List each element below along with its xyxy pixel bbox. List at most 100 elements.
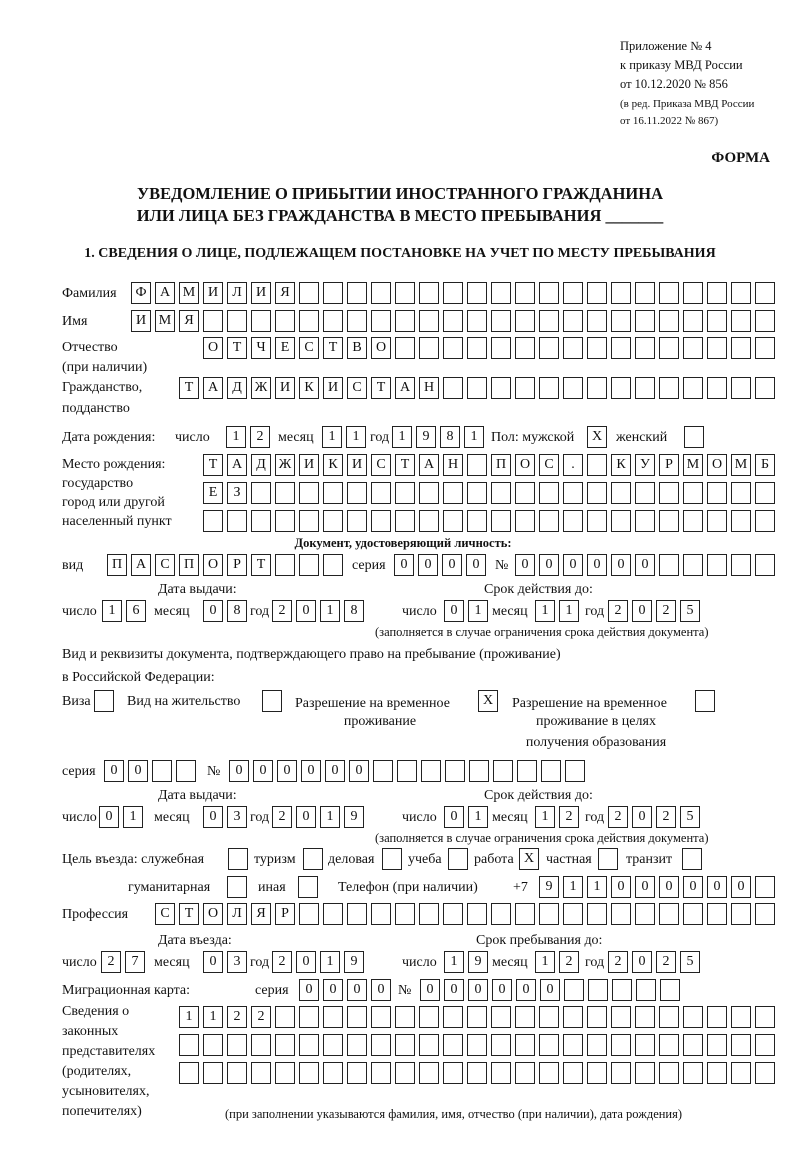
char-cell[interactable]	[707, 1062, 727, 1084]
char-cell[interactable]	[371, 903, 391, 925]
char-cell[interactable]: 0	[296, 806, 316, 828]
char-cell[interactable]	[382, 848, 402, 870]
char-cell[interactable]: 2	[559, 951, 579, 973]
char-cell[interactable]	[515, 510, 535, 532]
char-cell[interactable]	[395, 903, 415, 925]
char-cell[interactable]	[659, 554, 679, 576]
char-cell[interactable]	[397, 760, 417, 782]
char-cell[interactable]	[635, 1006, 655, 1028]
char-cell[interactable]	[395, 337, 415, 359]
char-cell[interactable]	[203, 1062, 223, 1084]
char-cell[interactable]	[683, 1006, 703, 1028]
char-cell[interactable]	[611, 377, 631, 399]
char-cell[interactable]	[611, 1006, 631, 1028]
char-cell[interactable]	[587, 1062, 607, 1084]
char-cell[interactable]	[635, 1062, 655, 1084]
char-cell[interactable]	[611, 482, 631, 504]
char-cell[interactable]	[683, 310, 703, 332]
char-cell[interactable]: 1	[464, 426, 484, 448]
char-cell[interactable]: 1	[535, 806, 555, 828]
char-cell[interactable]	[299, 554, 319, 576]
char-cell[interactable]	[227, 1062, 247, 1084]
birthplace-field-3[interactable]	[203, 510, 775, 532]
char-cell[interactable]	[275, 310, 295, 332]
char-cell[interactable]	[563, 482, 583, 504]
char-cell[interactable]	[227, 1034, 247, 1056]
char-cell[interactable]: Ж	[275, 454, 295, 476]
char-cell[interactable]	[323, 510, 343, 532]
char-cell[interactable]	[491, 903, 511, 925]
char-cell[interactable]: Л	[227, 903, 247, 925]
char-cell[interactable]: 0	[394, 554, 414, 576]
char-cell[interactable]	[373, 760, 393, 782]
char-cell[interactable]: 0	[128, 760, 148, 782]
char-cell[interactable]	[491, 1062, 511, 1084]
char-cell[interactable]: 2	[656, 806, 676, 828]
char-cell[interactable]: 0	[203, 806, 223, 828]
char-cell[interactable]	[347, 510, 367, 532]
char-cell[interactable]: 2	[272, 806, 292, 828]
char-cell[interactable]	[419, 310, 439, 332]
char-cell[interactable]	[587, 1006, 607, 1028]
char-cell[interactable]	[203, 1034, 223, 1056]
char-cell[interactable]	[347, 903, 367, 925]
char-cell[interactable]: С	[371, 454, 391, 476]
char-cell[interactable]: X	[478, 690, 498, 712]
char-cell[interactable]	[611, 1062, 631, 1084]
char-cell[interactable]	[659, 1006, 679, 1028]
char-cell[interactable]	[517, 760, 537, 782]
char-cell[interactable]: Т	[203, 454, 223, 476]
char-cell[interactable]	[323, 282, 343, 304]
char-cell[interactable]: С	[155, 903, 175, 925]
char-cell[interactable]	[731, 282, 751, 304]
char-cell[interactable]	[467, 510, 487, 532]
char-cell[interactable]: Л	[227, 282, 247, 304]
char-cell[interactable]	[395, 282, 415, 304]
char-cell[interactable]	[683, 377, 703, 399]
char-cell[interactable]	[659, 377, 679, 399]
purpose-tourism-checkbox[interactable]	[303, 848, 323, 870]
char-cell[interactable]: Д	[251, 454, 271, 476]
char-cell[interactable]	[443, 510, 463, 532]
char-cell[interactable]	[515, 310, 535, 332]
char-cell[interactable]: С	[539, 454, 559, 476]
char-cell[interactable]: X	[587, 426, 607, 448]
char-cell[interactable]	[731, 903, 751, 925]
char-cell[interactable]: 1	[320, 806, 340, 828]
char-cell[interactable]: 2	[608, 806, 628, 828]
char-cell[interactable]	[539, 337, 559, 359]
char-cell[interactable]	[419, 510, 439, 532]
char-cell[interactable]	[683, 1034, 703, 1056]
char-cell[interactable]	[515, 337, 535, 359]
char-cell[interactable]: 0	[325, 760, 345, 782]
char-cell[interactable]: 0	[611, 554, 631, 576]
char-cell[interactable]: 0	[444, 806, 464, 828]
char-cell[interactable]	[515, 903, 535, 925]
char-cell[interactable]: И	[275, 377, 295, 399]
char-cell[interactable]: И	[347, 454, 367, 476]
char-cell[interactable]	[443, 310, 463, 332]
char-cell[interactable]: 9	[468, 951, 488, 973]
char-cell[interactable]	[227, 510, 247, 532]
purpose-business-checkbox[interactable]	[382, 848, 402, 870]
char-cell[interactable]	[564, 979, 584, 1001]
char-cell[interactable]: 0	[104, 760, 124, 782]
char-cell[interactable]	[587, 903, 607, 925]
char-cell[interactable]	[755, 1006, 775, 1028]
char-cell[interactable]	[445, 760, 465, 782]
residence-permit-checkbox[interactable]	[262, 690, 282, 712]
char-cell[interactable]: 0	[707, 876, 727, 898]
char-cell[interactable]: 0	[539, 554, 559, 576]
char-cell[interactable]	[731, 1034, 751, 1056]
char-cell[interactable]	[493, 760, 513, 782]
char-cell[interactable]: Т	[179, 903, 199, 925]
char-cell[interactable]	[587, 482, 607, 504]
char-cell[interactable]	[491, 377, 511, 399]
char-cell[interactable]: В	[347, 337, 367, 359]
char-cell[interactable]	[179, 1034, 199, 1056]
char-cell[interactable]: 0	[301, 760, 321, 782]
